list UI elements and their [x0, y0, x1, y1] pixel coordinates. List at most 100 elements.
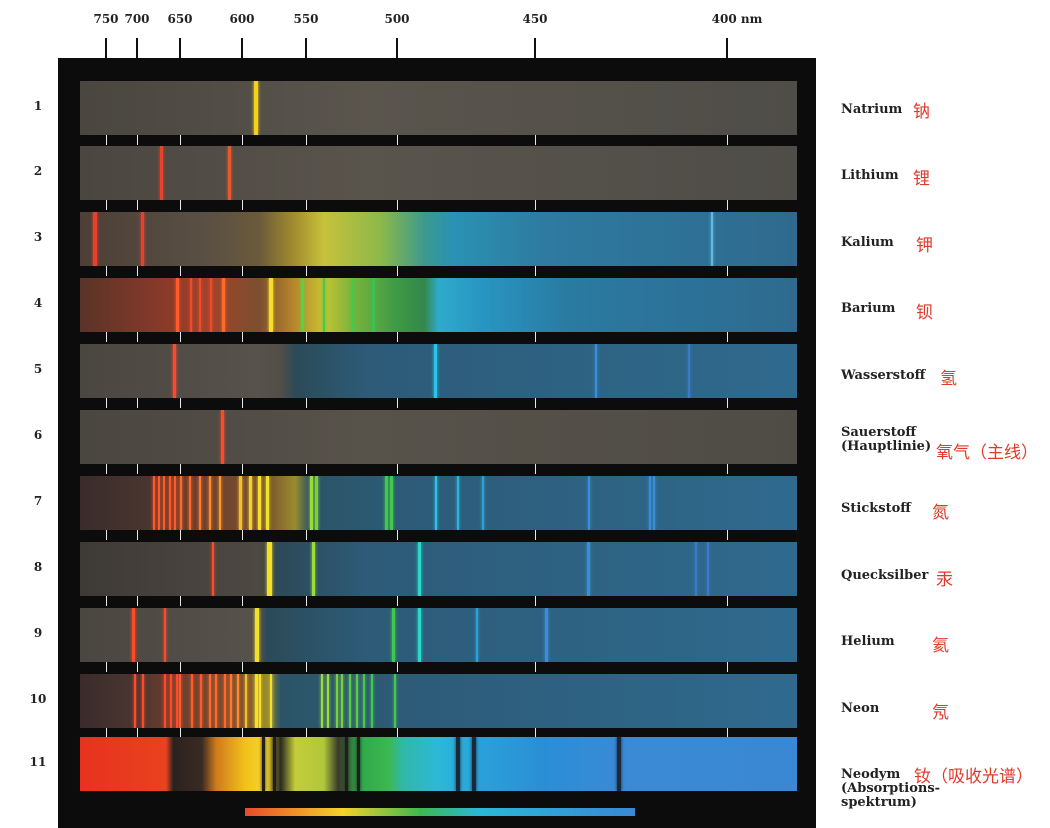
separator-tick [137, 530, 138, 536]
emission-line [270, 542, 273, 596]
separator-tick [397, 662, 398, 668]
element-name: Natrium [841, 103, 902, 117]
axis-tick-mark [396, 38, 398, 58]
separator-tick [242, 464, 243, 470]
emission-line [266, 476, 270, 530]
separator-tick [727, 530, 728, 536]
separator-tick [535, 464, 536, 470]
separator-tick [306, 464, 307, 470]
separator-tick [306, 602, 307, 606]
row-number: 2 [33, 164, 43, 178]
emission-line [162, 476, 165, 530]
row-number: 4 [33, 296, 43, 310]
element-name: Sauerstoff (Hauptlinie) [841, 426, 931, 454]
separator-tick [727, 338, 728, 342]
emission-line [175, 278, 179, 332]
emission-line [370, 674, 373, 728]
separator-tick [242, 530, 243, 536]
separator-tick [180, 668, 181, 672]
emission-line [191, 674, 194, 728]
separator-tick [306, 266, 307, 272]
emission-line [371, 278, 375, 332]
emission-line [198, 278, 201, 332]
spectrum-strip [80, 81, 797, 135]
separator-tick [242, 141, 243, 145]
element-name-line: Lithium [841, 168, 899, 183]
emission-line [472, 737, 477, 791]
separator-tick [137, 332, 138, 338]
separator-tick [137, 272, 138, 276]
emission-line [545, 608, 549, 662]
separator-tick [727, 662, 728, 668]
spectrum-strip [80, 476, 797, 530]
axis-tick-mark [241, 38, 243, 58]
emission-line [417, 608, 421, 662]
emission-line [214, 674, 217, 728]
chinese-name: 钕（吸收光谱） [914, 767, 1033, 787]
emission-line [269, 278, 274, 332]
axis-tick-label: 650 [167, 12, 193, 26]
separator-tick [727, 602, 728, 606]
separator-tick [727, 596, 728, 602]
separator-tick [106, 464, 107, 470]
separator-tick [306, 728, 307, 734]
emission-line [352, 278, 355, 332]
emission-line [168, 476, 171, 530]
separator-tick [180, 206, 181, 210]
emission-line [653, 476, 656, 530]
element-name-line: Stickstoff [841, 501, 911, 516]
separator-tick [727, 668, 728, 672]
emission-line [481, 476, 484, 530]
separator-tick [306, 404, 307, 408]
separator-tick [397, 536, 398, 540]
separator-tick [137, 668, 138, 672]
separator-tick [242, 135, 243, 141]
separator-tick [242, 662, 243, 668]
separator-tick [306, 200, 307, 206]
separator-tick [180, 266, 181, 272]
separator-tick [397, 602, 398, 606]
separator-tick [242, 332, 243, 338]
separator-tick [727, 470, 728, 474]
separator-tick [180, 404, 181, 408]
element-name-line: spektrum) [841, 795, 917, 810]
axis-tick-label: 750 [93, 12, 119, 26]
emission-line [710, 212, 713, 266]
emission-line [153, 476, 156, 530]
emission-line [363, 674, 366, 728]
emission-line [455, 737, 460, 791]
emission-line [198, 476, 201, 530]
separator-tick [242, 272, 243, 276]
axis-tick-mark [534, 38, 536, 58]
separator-tick [535, 404, 536, 408]
emission-line [176, 674, 179, 728]
separator-tick [306, 141, 307, 145]
separator-tick [306, 338, 307, 342]
separator-tick [535, 338, 536, 342]
chinese-name: 钠 [913, 102, 930, 122]
separator-tick [535, 728, 536, 734]
separator-tick [137, 536, 138, 540]
separator-tick [306, 272, 307, 276]
element-name: Helium [841, 635, 895, 649]
separator-tick [397, 596, 398, 602]
separator-tick [306, 734, 307, 738]
separator-tick [106, 332, 107, 338]
emission-line [244, 674, 247, 728]
separator-tick [306, 596, 307, 602]
emission-line [476, 608, 479, 662]
element-name: Kalium [841, 236, 894, 250]
separator-tick [727, 272, 728, 276]
separator-tick [535, 596, 536, 602]
separator-tick [727, 141, 728, 145]
element-name: Stickstoff [841, 502, 911, 516]
separator-tick [106, 141, 107, 145]
separator-tick [180, 398, 181, 404]
emission-line [617, 737, 622, 791]
emission-line [254, 81, 259, 135]
element-name-line: Neon [841, 701, 880, 716]
emission-line [695, 542, 698, 596]
separator-tick [727, 332, 728, 338]
separator-tick [535, 266, 536, 272]
emission-line [212, 542, 215, 596]
